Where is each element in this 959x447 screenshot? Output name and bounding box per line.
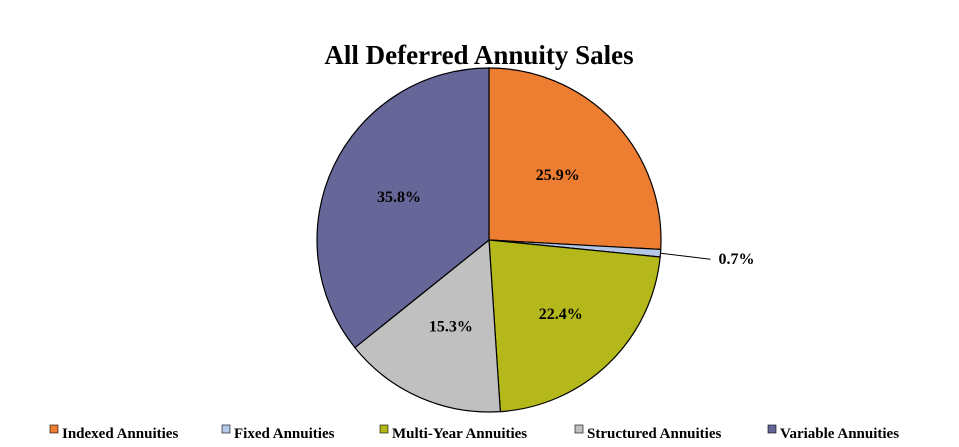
slice-structured-annuities	[354, 238, 501, 413]
legend-label-variable-annuities: Variable Annuities	[780, 426, 899, 442]
chart-title: All Deferred Annuity Sales	[324, 40, 633, 70]
legend-item-variable-annuities: Variable Annuities	[767, 424, 899, 442]
legend: Indexed Annuities Fixed Annuities Multi-Ye…	[49, 424, 899, 442]
legend-swatch-indexed-annuities	[49, 424, 59, 434]
data-label-variable-annuities: 35.8%	[377, 189, 421, 206]
slice-multi-year-annuities	[488, 239, 661, 413]
slice-labels: 25.9% 0.7% 22.4% 15.3% 35.8%	[377, 167, 754, 336]
pie-slices	[316, 67, 662, 413]
legend-swatch-structured-annuities	[574, 424, 584, 434]
slice-indexed-annuities	[488, 67, 662, 251]
legend-label-indexed-annuities: Indexed Annuities	[62, 426, 178, 442]
legend-label-multi-year-annuities: Multi-Year Annuities	[392, 426, 527, 442]
legend-swatch-fixed-annuities	[221, 424, 231, 434]
legend-item-structured-annuities: Structured Annuities	[574, 424, 721, 442]
legend-item-multi-year-annuities: Multi-Year Annuities	[379, 424, 527, 442]
data-label-structured-annuities: 15.3%	[429, 319, 473, 336]
leader-line-fixed-annuities	[660, 252, 711, 260]
legend-label-fixed-annuities: Fixed Annuities	[234, 426, 335, 442]
legend-item-indexed-annuities: Indexed Annuities	[49, 424, 178, 442]
legend-label-structured-annuities: Structured Annuities	[587, 426, 721, 442]
legend-item-fixed-annuities: Fixed Annuities	[221, 424, 335, 442]
data-label-multi-year-annuities: 22.4%	[539, 306, 583, 323]
slice-variable-annuities	[316, 67, 490, 349]
legend-swatch-variable-annuities	[767, 424, 777, 434]
data-label-indexed-annuities: 25.9%	[536, 167, 580, 184]
data-label-fixed-annuities: 0.7%	[718, 251, 754, 268]
legend-swatch-multi-year-annuities	[379, 424, 389, 434]
